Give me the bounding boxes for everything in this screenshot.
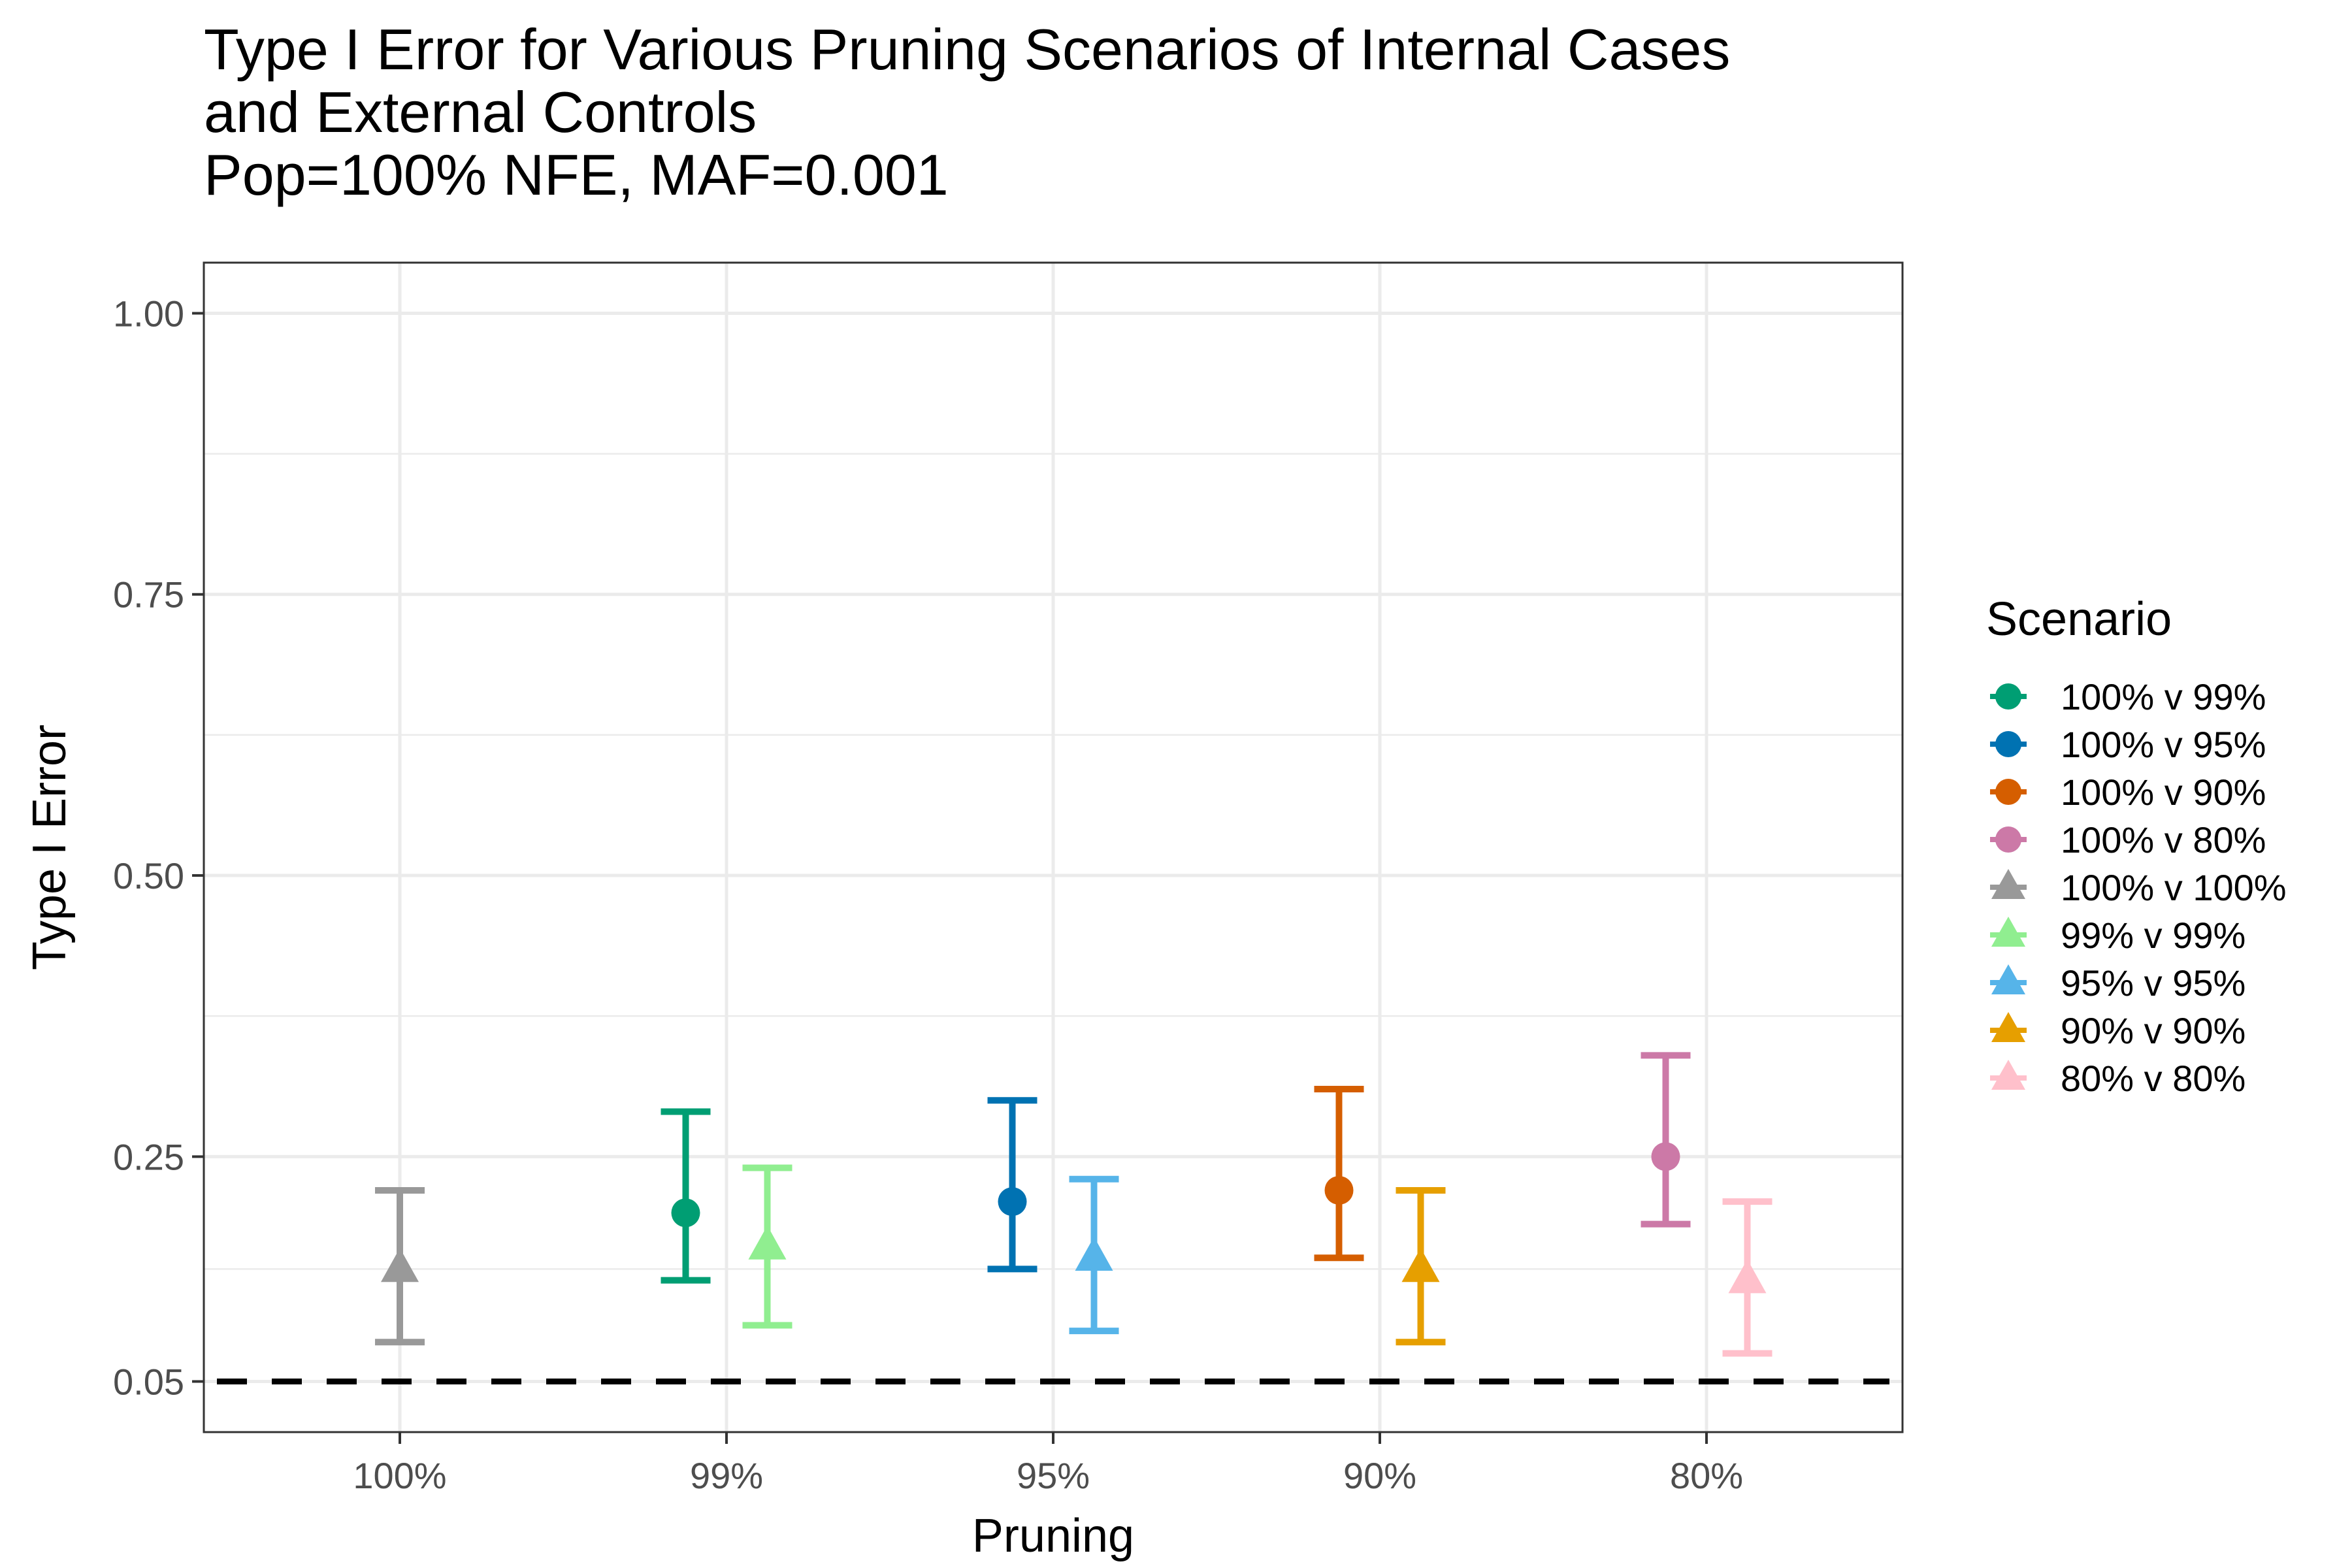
legend-label: 100% v 100% xyxy=(2061,867,2287,908)
x-tick-label: 90% xyxy=(1343,1455,1416,1496)
data-point xyxy=(998,1187,1027,1217)
legend-item: 80% v 80% xyxy=(1990,1058,2246,1099)
y-tick-label: 0.05 xyxy=(113,1362,184,1403)
legend-label: 80% v 80% xyxy=(2061,1058,2246,1099)
data-point xyxy=(1728,1259,1767,1294)
legend-label: 95% v 95% xyxy=(2061,962,2246,1004)
data-point xyxy=(1651,1142,1680,1171)
data-point xyxy=(748,1225,787,1260)
legend-item: 95% v 95% xyxy=(1990,962,2246,1004)
legend-key-point xyxy=(1991,917,2025,947)
legend-label: 100% v 90% xyxy=(2061,772,2266,813)
y-tick-label: 0.50 xyxy=(113,855,184,896)
legend-key-point xyxy=(1995,731,2021,757)
x-axis-title: Pruning xyxy=(972,1510,1134,1562)
legend-label: 100% v 80% xyxy=(2061,819,2266,860)
data-point xyxy=(1324,1175,1354,1205)
y-tick-label: 1.00 xyxy=(113,293,184,334)
legend-key-point xyxy=(1991,1012,2025,1042)
data-point xyxy=(1075,1236,1113,1271)
legend-item: 90% v 90% xyxy=(1990,1010,2246,1051)
legend-item: 100% v 99% xyxy=(1990,676,2266,717)
legend-key-point xyxy=(1991,1060,2025,1090)
grid-layer xyxy=(204,263,1903,1432)
legend-item: 100% v 90% xyxy=(1990,772,2266,813)
axis-layer: 0.05 0.25 0.50 0.75 1.00 100% 99% 95% 90% 80% xyxy=(113,293,1743,1496)
series-100-v-99 xyxy=(661,1108,711,1284)
y-axis-title: Type I Error xyxy=(24,725,76,970)
legend-title: Scenario xyxy=(1986,593,2172,645)
series-100-v-80 xyxy=(1641,1052,1691,1228)
legend-key-point xyxy=(1995,826,2021,853)
x-tick-label: 80% xyxy=(1670,1455,1743,1496)
y-tick-label: 0.25 xyxy=(113,1136,184,1177)
series-80-v-80 xyxy=(1722,1198,1772,1357)
series-99-v-99 xyxy=(742,1164,792,1329)
x-tick-label: 100% xyxy=(353,1455,446,1496)
series-95-v-95 xyxy=(1069,1175,1119,1335)
series-100-v-100 xyxy=(375,1186,425,1346)
legend-label: 99% v 99% xyxy=(2061,915,2246,956)
legend-key-point xyxy=(1991,964,2025,994)
legend: Scenario 100% v 99%100% v 95%100% v 90%1… xyxy=(1986,593,2287,1099)
chart-title: Type I Error for Various Pruning Scenari… xyxy=(204,18,2099,206)
chart-title-line-1: Type I Error for Various Pruning Scenari… xyxy=(204,17,1731,82)
x-tick-label: 95% xyxy=(1017,1455,1090,1496)
data-point xyxy=(381,1248,419,1282)
legend-items: 100% v 99% 100% v 95% 100% v 90% 100% v 80%… xyxy=(1990,676,2287,1099)
legend-item: 100% v 80% xyxy=(1990,819,2266,860)
y-tick-label: 0.75 xyxy=(113,574,184,615)
chart-title-line-2: and External Controls xyxy=(204,80,757,144)
legend-label: 100% v 95% xyxy=(2061,724,2266,765)
data-point xyxy=(1401,1248,1440,1282)
legend-label: 90% v 90% xyxy=(2061,1010,2246,1051)
series-90-v-90 xyxy=(1396,1186,1446,1346)
data-layer xyxy=(375,1052,1772,1357)
chart-title-line-3: Pop=100% NFE, MAF=0.001 xyxy=(204,142,949,207)
legend-item: 100% v 95% xyxy=(1990,724,2266,765)
legend-key-point xyxy=(1991,869,2025,899)
data-point xyxy=(671,1198,700,1228)
legend-key-point xyxy=(1995,779,2021,805)
series-100-v-95 xyxy=(987,1097,1037,1273)
x-tick-label: 99% xyxy=(690,1455,763,1496)
legend-item: 100% v 100% xyxy=(1990,867,2287,908)
legend-key-point xyxy=(1995,683,2021,710)
series-100-v-90 xyxy=(1314,1086,1364,1262)
legend-item: 99% v 99% xyxy=(1990,915,2246,956)
legend-label: 100% v 99% xyxy=(2061,676,2266,717)
